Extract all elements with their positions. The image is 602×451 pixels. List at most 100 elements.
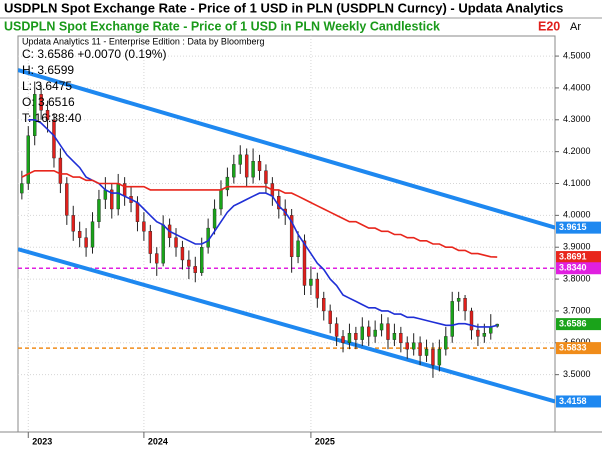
- candle-body: [97, 199, 101, 222]
- candle-body: [411, 342, 416, 350]
- candle-body: [302, 240, 307, 286]
- corner-label: Ar: [570, 21, 581, 33]
- candle-body: [71, 215, 75, 232]
- candle-body: [392, 333, 397, 340]
- candle-body: [360, 326, 364, 340]
- candle-body: [206, 227, 210, 248]
- candle-body: [431, 348, 435, 366]
- candle-body: [187, 259, 191, 267]
- info-line: L: 3.6475: [22, 79, 72, 93]
- channel-line: [18, 68, 555, 230]
- candle-body: [116, 183, 120, 210]
- candle-body: [322, 297, 326, 312]
- source-text: Updata Analytics 11 - Enterprise Edition…: [22, 36, 264, 46]
- candle-body: [90, 221, 95, 248]
- candle-body: [251, 161, 255, 178]
- candle-body: [103, 189, 108, 200]
- candle-body: [225, 176, 230, 191]
- channel-line: [18, 247, 555, 404]
- value-label-box: [556, 262, 601, 275]
- candle-body: [354, 333, 358, 340]
- y-tick-label: 4.2000: [563, 146, 591, 156]
- candle-body: [148, 231, 153, 254]
- candle-body: [334, 323, 339, 337]
- chart-title: USDPLN Spot Exchange Rate - Price of 1 U…: [4, 0, 563, 15]
- moving-average: [21, 170, 498, 258]
- plot: [18, 36, 555, 432]
- candle-body: [379, 323, 384, 331]
- candle-body: [489, 326, 493, 334]
- x-tick-label: 2024: [148, 436, 168, 446]
- y-tick-label: 4.5000: [563, 50, 591, 60]
- candle-body: [161, 224, 165, 264]
- candle-body: [437, 348, 442, 366]
- y-tick-label: 3.8000: [563, 273, 591, 283]
- y-tick-label: 4.4000: [563, 82, 591, 92]
- value-label: 3.5833: [559, 342, 587, 352]
- candle-body: [180, 247, 185, 261]
- value-label-box: [556, 318, 601, 331]
- candle-body: [399, 333, 403, 343]
- candle-body: [20, 183, 24, 194]
- candle-body: [309, 278, 313, 286]
- candle-body: [142, 221, 146, 232]
- y-tick-label: 3.7000: [563, 305, 591, 315]
- y-tick-label: 4.0000: [563, 210, 591, 220]
- candle-body: [405, 342, 409, 350]
- chart-tag: E20: [538, 19, 560, 33]
- info-line: C: 3.6586 +0.0070 (0.19%): [22, 47, 166, 61]
- candle-body: [200, 247, 204, 273]
- candle-body: [456, 297, 461, 302]
- tag-bg: [530, 19, 560, 35]
- x-tick-label: 2023: [32, 436, 52, 446]
- overlay: Updata Analytics 11 - Enterprise Edition…: [22, 36, 264, 125]
- candle-body: [232, 164, 236, 178]
- candle-body: [264, 170, 268, 184]
- value-label-box: [556, 221, 601, 234]
- candle-body: [65, 183, 69, 216]
- value-label: 3.8340: [559, 263, 587, 273]
- candle-body: [238, 154, 242, 165]
- candle-body: [257, 161, 262, 171]
- candle-body: [367, 326, 371, 337]
- candle-body: [244, 154, 249, 178]
- candle-body: [174, 237, 178, 248]
- moving-average: [28, 119, 498, 328]
- candle-body: [424, 348, 429, 356]
- candle-body: [39, 94, 43, 111]
- info-line: T: 16:38:40: [22, 111, 82, 125]
- candle-body: [476, 329, 480, 337]
- candle-body: [110, 189, 114, 210]
- chart-subtitle: USDPLN Spot Exchange Rate - Price of 1 U…: [4, 19, 440, 33]
- candle-body: [328, 310, 332, 324]
- value-label-box: [556, 251, 601, 264]
- candle-body: [52, 119, 56, 159]
- x-tick-label: 2025: [315, 436, 335, 446]
- candle-body: [347, 333, 352, 343]
- y-tick-label: 4.3000: [563, 114, 591, 124]
- candle-body: [58, 157, 63, 184]
- candle-body: [450, 301, 454, 337]
- candle-body: [33, 94, 37, 136]
- candle-body: [315, 278, 320, 299]
- candle-body: [45, 110, 50, 120]
- candle-body: [296, 240, 300, 257]
- y-tick-label: 4.1000: [563, 178, 591, 188]
- candle-body: [386, 323, 390, 340]
- value-label: 3.9615: [559, 222, 587, 232]
- value-label: 3.8691: [559, 251, 587, 261]
- candle-body: [373, 329, 377, 337]
- candle-body: [341, 336, 345, 343]
- candle-body: [444, 336, 448, 350]
- value-label-box: [556, 342, 601, 355]
- candle-body: [155, 253, 159, 264]
- candle-body: [26, 135, 30, 184]
- value-label-box: [556, 395, 601, 408]
- candle-body: [463, 297, 467, 312]
- candle-body: [77, 231, 82, 238]
- candle-body: [469, 310, 474, 331]
- candle-body: [84, 237, 88, 248]
- candle-body: [135, 202, 140, 222]
